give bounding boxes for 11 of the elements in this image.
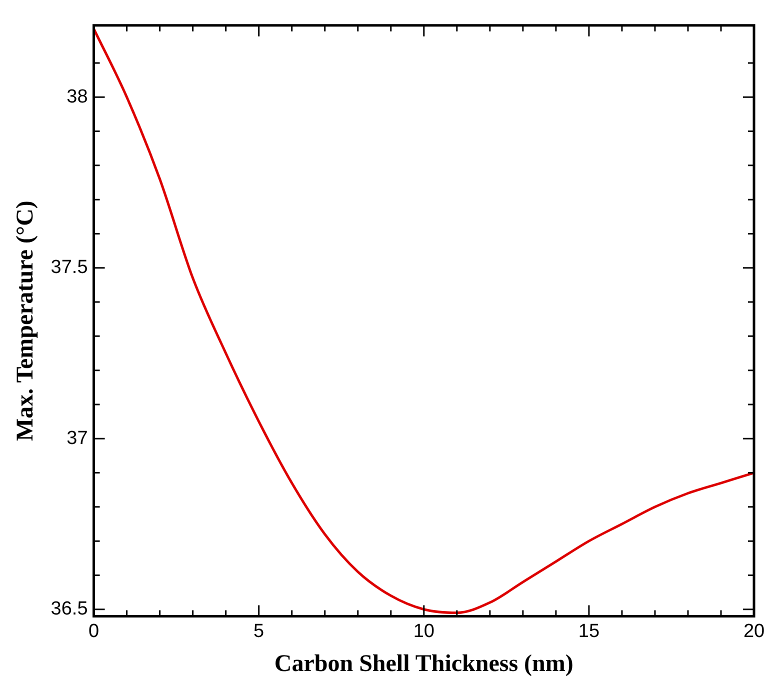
x-tick-label: 10: [413, 620, 434, 642]
y-tick-label: 38: [66, 86, 88, 108]
x-tick-label: 20: [743, 620, 765, 642]
y-tick-label: 37: [66, 428, 88, 449]
x-axis-title: Carbon Shell Thickness (nm): [274, 650, 574, 677]
x-tick-label: 5: [254, 620, 264, 642]
y-tick-label: 37.5: [50, 257, 88, 278]
y-axis-title: Max. Temperature (°C): [12, 200, 39, 442]
y-tick-label: 36.5: [50, 598, 88, 620]
x-tick-label: 15: [578, 620, 600, 642]
x-tick-label: 0: [88, 620, 100, 642]
